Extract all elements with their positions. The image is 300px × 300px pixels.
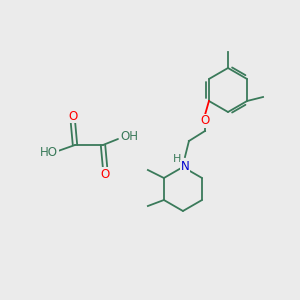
Text: O: O (68, 110, 78, 122)
Text: OH: OH (120, 130, 138, 143)
Text: O: O (200, 115, 210, 128)
Text: O: O (100, 167, 109, 181)
Text: N: N (181, 160, 189, 173)
Text: HO: HO (40, 146, 58, 160)
Text: H: H (173, 154, 181, 164)
